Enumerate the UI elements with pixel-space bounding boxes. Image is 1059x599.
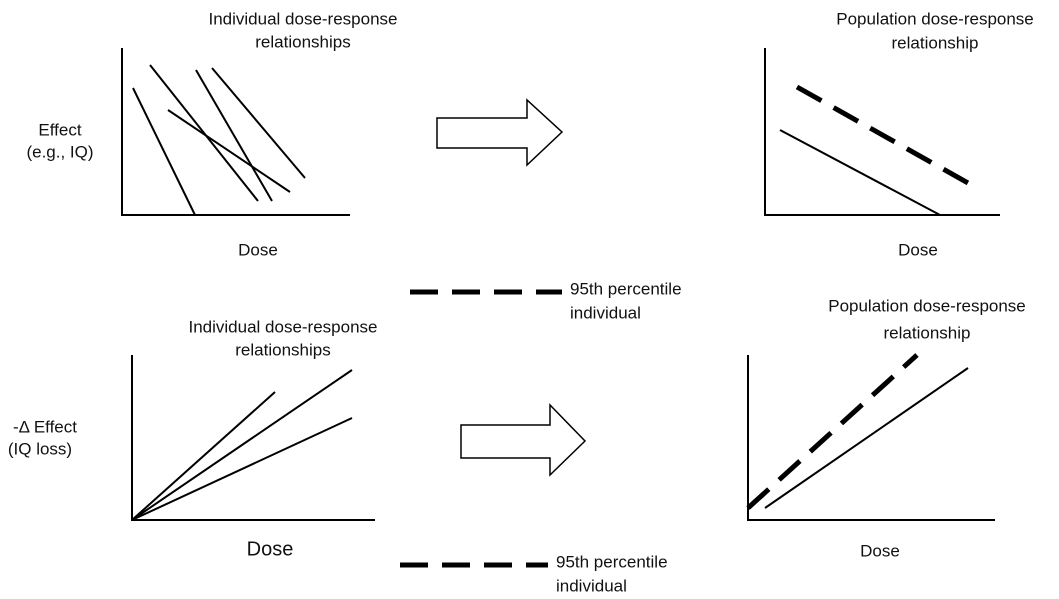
arrow bbox=[436, 98, 564, 167]
axes bbox=[747, 355, 995, 521]
panel-title: relationship bbox=[892, 33, 979, 52]
individual-line bbox=[195, 69, 273, 202]
population-line bbox=[779, 129, 941, 216]
percentile-line bbox=[746, 353, 919, 510]
legend-label: 95th percentile bbox=[570, 279, 682, 298]
percentile-line bbox=[795, 84, 970, 186]
panel-title: Individual dose-response bbox=[188, 317, 377, 336]
panel-title: Population dose-response bbox=[828, 296, 1026, 315]
x-axis-label: Dose bbox=[898, 240, 938, 259]
panel-title: relationships bbox=[235, 340, 330, 359]
bottom-legend: 95th percentile individual bbox=[400, 552, 668, 595]
x-axis-label: Dose bbox=[860, 541, 900, 560]
individual-line bbox=[132, 87, 196, 216]
panel-title: Population dose-response bbox=[836, 9, 1034, 28]
bottom-population-panel: Population dose-response relationship Do… bbox=[746, 296, 1026, 560]
x-axis-label: Dose bbox=[247, 538, 294, 560]
y-axis-label: (IQ loss) bbox=[8, 439, 72, 458]
legend-label: individual bbox=[570, 303, 641, 322]
individual-line bbox=[167, 109, 291, 193]
y-axis-label: -Δ Effect bbox=[13, 417, 77, 436]
axes bbox=[121, 48, 350, 216]
legend-label: individual bbox=[556, 576, 627, 595]
panel-title: Individual dose-response bbox=[208, 9, 397, 28]
top-individual-panel: Individual dose-response relationships E… bbox=[26, 9, 397, 259]
y-axis-label: (e.g., IQ) bbox=[26, 142, 93, 161]
panel-title: relationships bbox=[255, 32, 350, 51]
axes bbox=[764, 48, 1000, 216]
individual-line bbox=[131, 391, 276, 521]
y-axis-label: Effect bbox=[38, 120, 81, 139]
x-axis-label: Dose bbox=[238, 240, 278, 259]
top-legend: 95th percentile individual bbox=[410, 279, 682, 322]
arrow bbox=[460, 403, 587, 477]
individual-line bbox=[211, 67, 306, 179]
individual-line bbox=[131, 417, 353, 521]
bottom-individual-panel: Individual dose-response relationships -… bbox=[8, 317, 378, 560]
top-population-panel: Population dose-response relationship Do… bbox=[764, 9, 1034, 259]
individual-line bbox=[131, 369, 353, 521]
legend-label: 95th percentile bbox=[556, 552, 668, 571]
panel-title: relationship bbox=[884, 323, 971, 342]
population-line bbox=[764, 367, 969, 509]
